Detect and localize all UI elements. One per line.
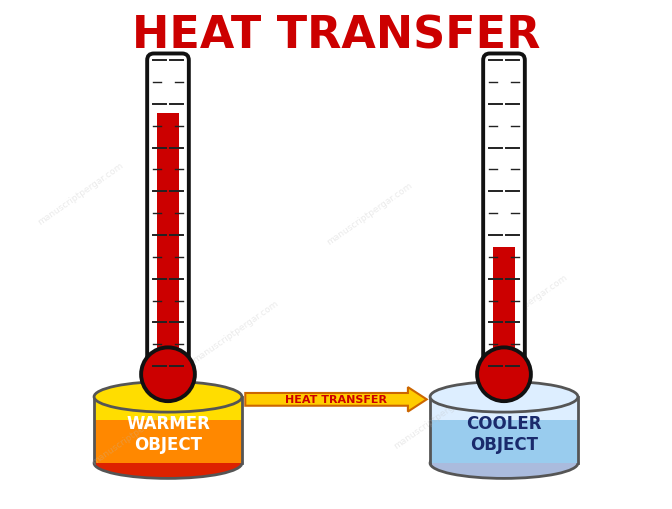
Text: HEAT TRANSFER: HEAT TRANSFER <box>285 394 387 405</box>
Text: WARMER
OBJECT: WARMER OBJECT <box>126 414 210 453</box>
Text: COOLER
OBJECT: COOLER OBJECT <box>466 414 542 453</box>
FancyBboxPatch shape <box>483 54 525 373</box>
Bar <box>94 397 242 463</box>
Circle shape <box>477 348 531 402</box>
Ellipse shape <box>430 382 578 412</box>
Ellipse shape <box>430 448 578 478</box>
FancyBboxPatch shape <box>147 54 189 373</box>
Text: manuscriptpergar.com: manuscriptpergar.com <box>480 272 569 338</box>
Text: manuscriptpergar.com: manuscriptpergar.com <box>191 298 280 364</box>
Text: manuscriptpergar.com: manuscriptpergar.com <box>325 181 414 247</box>
Text: HEAT TRANSFER: HEAT TRANSFER <box>132 14 540 57</box>
Ellipse shape <box>94 382 242 412</box>
Bar <box>493 248 515 364</box>
Ellipse shape <box>94 448 242 478</box>
Bar <box>430 397 578 420</box>
Circle shape <box>141 348 195 402</box>
Text: manuscriptpergar.com: manuscriptpergar.com <box>392 384 481 450</box>
Bar <box>157 114 179 364</box>
FancyArrow shape <box>245 387 427 412</box>
Text: manuscriptpergar.com: manuscriptpergar.com <box>90 400 179 466</box>
Text: manuscriptpergar.com: manuscriptpergar.com <box>36 160 125 227</box>
Bar <box>94 397 242 420</box>
Bar <box>430 397 578 463</box>
